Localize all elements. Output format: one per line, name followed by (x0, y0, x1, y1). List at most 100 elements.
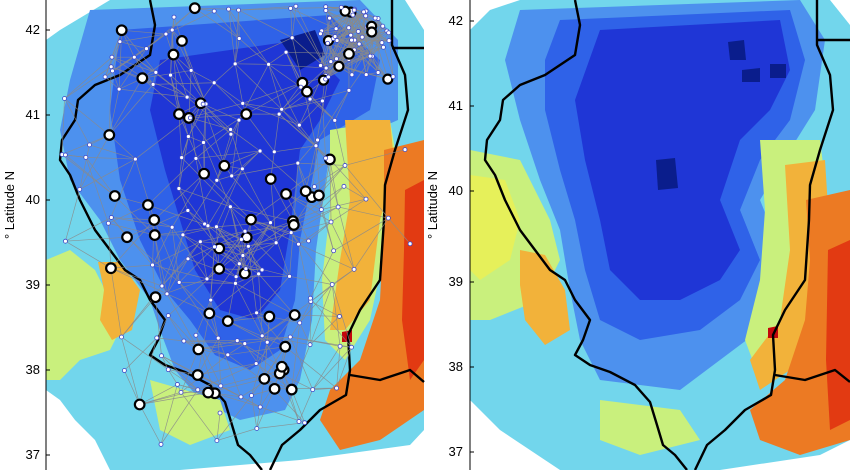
station-link (206, 231, 246, 280)
left-ylabel: ° Latitude N (2, 171, 17, 239)
station-marker-small (87, 142, 92, 148)
station-link (154, 226, 217, 236)
right-map-panel: 42 41 40 39 38 37 ° Latitude N (425, 0, 850, 470)
field-band-orange-west (520, 250, 570, 345)
field-band-dark-orange (320, 140, 424, 450)
station-link (290, 7, 342, 9)
station-link (250, 193, 287, 220)
station-link (293, 206, 339, 226)
station-marker-small (288, 5, 293, 11)
station-link (178, 114, 182, 158)
station-link (231, 150, 261, 177)
station-link (65, 189, 81, 242)
station-marker-small (236, 36, 242, 41)
station-link (170, 75, 180, 115)
station-link (154, 234, 168, 294)
station-link (178, 282, 210, 314)
station-link (330, 198, 367, 223)
station-marker-small (338, 4, 344, 10)
station-link (200, 241, 208, 279)
station-marker-small (131, 54, 137, 60)
station-link (183, 340, 245, 344)
station-marker-large (103, 129, 116, 141)
station-marker-small (153, 69, 159, 75)
left-ytick-label: 40 (26, 192, 40, 207)
station-link (321, 198, 367, 210)
station-marker-small (233, 274, 239, 280)
right-boundaries (483, 0, 850, 470)
station-link (161, 241, 201, 287)
station-marker-large (133, 398, 146, 411)
station-link (156, 337, 184, 342)
station-link (299, 322, 311, 345)
left-ytick-label: 39 (26, 277, 40, 292)
station-marker-small (361, 9, 367, 15)
station-link (168, 369, 198, 391)
station-link (216, 222, 271, 228)
station-link (61, 98, 65, 155)
station-marker-small (227, 204, 233, 210)
station-marker-small (110, 68, 115, 74)
station-marker-large (202, 386, 215, 399)
station-link (312, 387, 337, 390)
station-marker-small (318, 31, 323, 37)
station-link (213, 82, 247, 115)
station-link (170, 74, 189, 137)
station-marker-large (343, 47, 355, 60)
left-ytick-label: 38 (26, 362, 40, 377)
station-marker-large (188, 2, 201, 15)
station-link (298, 389, 314, 422)
station-marker-small (333, 26, 339, 32)
station-link (197, 363, 257, 391)
station-link (216, 395, 252, 441)
station-link (310, 297, 352, 348)
station-link (79, 158, 136, 190)
station-marker-small (188, 68, 194, 73)
station-link (109, 134, 136, 160)
station-link (190, 117, 225, 166)
station-link (207, 225, 242, 240)
station-marker-small (150, 262, 155, 268)
station-link (242, 103, 300, 126)
station-link (344, 165, 389, 219)
station-link (281, 109, 300, 126)
station-link (178, 246, 215, 283)
field-band-darkest-1 (728, 40, 746, 60)
station-link (168, 315, 185, 342)
station-link (230, 119, 240, 135)
station-link (290, 232, 333, 285)
station-link (329, 159, 332, 222)
station-marker-small (323, 8, 329, 13)
station-link (250, 219, 292, 233)
station-link (270, 178, 294, 222)
station-link (334, 120, 346, 166)
station-marker-large (264, 173, 277, 185)
station-link (139, 337, 158, 405)
station-marker-small (318, 207, 324, 212)
left-ohio-river (349, 368, 425, 383)
station-link (153, 82, 215, 85)
station-marker-small (287, 273, 292, 279)
station-marker-small (346, 87, 352, 93)
station-link (188, 113, 247, 119)
station-link (200, 241, 249, 247)
station-marker-small (159, 283, 165, 289)
station-link (161, 258, 189, 287)
station-marker-small (402, 147, 408, 153)
station-link (213, 82, 243, 104)
station-link (239, 38, 269, 65)
station-marker-small (254, 426, 260, 431)
station-link (213, 63, 236, 83)
station-marker-small (327, 15, 332, 21)
station-link (331, 284, 341, 347)
station-link (235, 283, 263, 336)
station-marker-large (268, 382, 281, 395)
station-link (181, 157, 231, 207)
station-link (290, 8, 327, 69)
station-link (227, 343, 245, 356)
station-link (286, 51, 349, 55)
station-link (217, 338, 242, 398)
station-marker-small (318, 63, 323, 68)
station-link (104, 30, 123, 78)
station-link (161, 355, 198, 376)
